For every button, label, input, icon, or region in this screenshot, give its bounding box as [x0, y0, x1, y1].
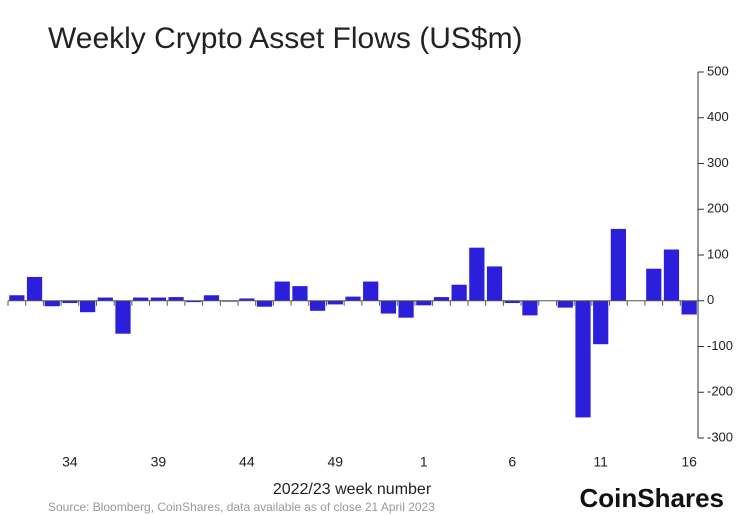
- x-axis-title: 2022/23 week number: [273, 481, 432, 498]
- chart-title: Weekly Crypto Asset Flows (US$m): [48, 22, 523, 55]
- bar: [310, 300, 326, 311]
- bar: [150, 297, 166, 301]
- bar: [557, 300, 573, 308]
- bar: [327, 300, 343, 305]
- y-tick-label: 100: [707, 246, 729, 261]
- x-tick-label: 11: [593, 454, 608, 470]
- logo: CoinShares: [580, 483, 725, 513]
- x-tick-label: 39: [151, 454, 167, 470]
- bar: [44, 300, 60, 307]
- bar: [186, 300, 202, 303]
- bar: [168, 297, 184, 301]
- x-tick-label: 34: [62, 454, 78, 470]
- bar: [681, 300, 697, 315]
- y-tick-label: -300: [707, 429, 733, 444]
- bar: [486, 266, 503, 301]
- bar: [80, 300, 96, 313]
- bar: [610, 228, 626, 301]
- y-tick-label: 500: [707, 63, 729, 78]
- y-tick-label: 0: [707, 292, 714, 307]
- y-tick-label: 200: [707, 201, 729, 216]
- bar: [26, 276, 43, 301]
- bar: [133, 297, 149, 301]
- bar: [398, 300, 414, 318]
- bar: [203, 295, 220, 301]
- bar: [62, 300, 78, 304]
- y-tick-label: -200: [707, 384, 733, 399]
- source-note: Source: Bloomberg, CoinShares, data avai…: [48, 500, 435, 514]
- bar: [575, 300, 591, 418]
- bar: [9, 295, 25, 301]
- bar: [292, 286, 308, 301]
- bar: [451, 284, 467, 301]
- bar: [416, 300, 432, 306]
- bar: [380, 300, 396, 314]
- y-tick-label: -100: [707, 338, 733, 353]
- x-tick-label: 44: [239, 454, 255, 470]
- bar: [593, 300, 609, 345]
- bar: [97, 297, 113, 301]
- x-tick-label: 6: [508, 454, 516, 470]
- x-tick-label: 49: [328, 454, 344, 470]
- x-tick-label: 1: [420, 454, 428, 470]
- bar: [345, 296, 361, 301]
- bar: [433, 297, 450, 301]
- bar: [469, 247, 485, 301]
- bar: [115, 300, 131, 334]
- bar: [363, 281, 379, 301]
- bar: [522, 300, 538, 316]
- y-tick-label: 300: [707, 155, 729, 170]
- bar: [256, 300, 273, 307]
- bar: [504, 300, 520, 304]
- bar: [646, 268, 662, 301]
- x-tick-label: 16: [681, 454, 697, 470]
- bar: [239, 298, 255, 301]
- bar: [274, 281, 290, 301]
- y-tick-label: 400: [707, 109, 729, 124]
- bar: [663, 249, 680, 301]
